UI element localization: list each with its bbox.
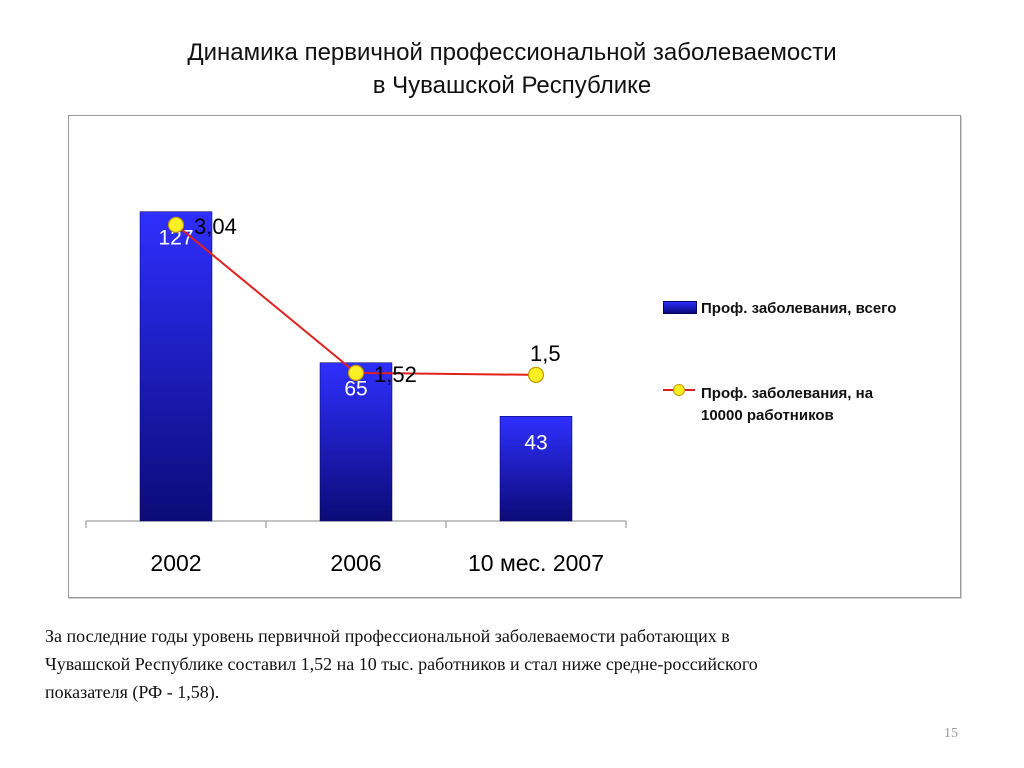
legend-line-swatch [663, 384, 695, 396]
line-value-label: 1,52 [374, 362, 417, 387]
line-point-2006 [347, 364, 365, 382]
chart-title-line-2: в Чувашской Республике [372, 72, 652, 99]
line-series [175, 224, 537, 376]
bar-2006 [319, 362, 393, 522]
footnote-line-1: За последние годы уровень первичной проф… [45, 626, 730, 646]
x-tick-label: 2006 [330, 550, 381, 576]
x-tick-label: 10 мес. 2007 [468, 550, 604, 576]
footnote-line-2: Чувашской Республике составил 1,52 на 10… [45, 654, 758, 674]
chart-title-line-1: Динамика первичной профессиональной забо… [187, 39, 837, 66]
chart-title: Динамика первичной профессиональной забо… [0, 36, 1024, 102]
legend-bar-swatch [663, 301, 697, 314]
line-value-label: 1,5 [530, 341, 561, 366]
bar-10 мес. 2007 [499, 416, 573, 522]
legend-line-label-2: 10000 работников [701, 407, 834, 424]
page-number: 15 [944, 726, 958, 741]
x-tick-label: 2002 [150, 550, 201, 576]
legend-line-label: Проф. заболевания, на 10000 работников [701, 383, 873, 427]
line-point-10 мес. 2007 [527, 366, 545, 383]
legend-bar-label: Проф. заболевания, всего [701, 300, 897, 317]
bar-value-label: 65 [344, 378, 367, 401]
line-value-label: 3,04 [194, 214, 237, 239]
chart-frame [68, 115, 961, 598]
footnote-text: За последние годы уровень первичной проф… [45, 622, 975, 706]
bar-value-label: 43 [524, 431, 547, 454]
legend-line-label-1: Проф. заболевания, на [701, 385, 874, 402]
line-point-2002 [167, 216, 185, 233]
bar-2002 [139, 211, 213, 522]
footnote-line-3: показателя (РФ - 1,58). [45, 682, 220, 702]
